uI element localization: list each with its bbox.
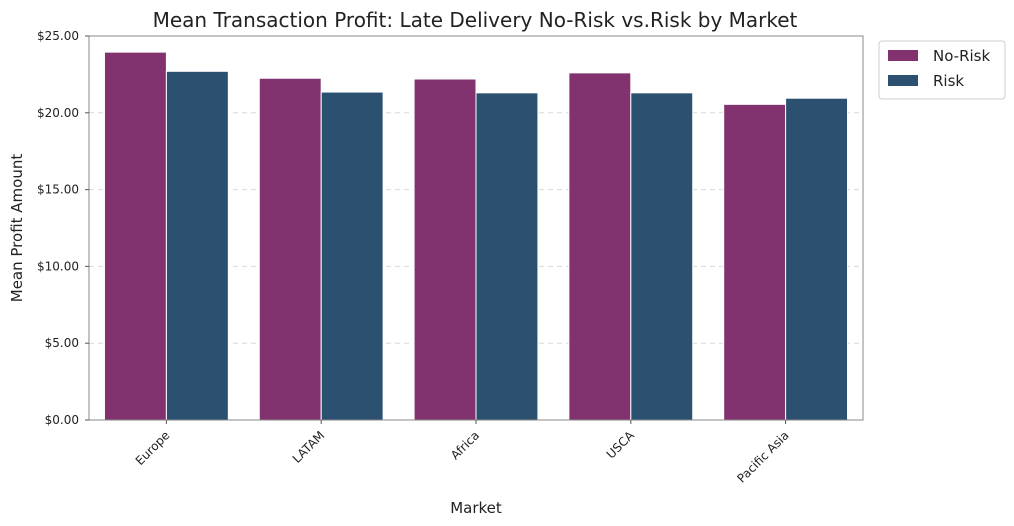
x-tick-label: USCA [604, 428, 638, 462]
x-axis-label: Market [450, 499, 502, 517]
bar-risk-pacific-asia [785, 97, 849, 421]
legend-label: Risk [933, 72, 964, 90]
legend-swatch [888, 75, 918, 86]
y-tick-label: $25.00 [37, 29, 79, 43]
x-tick-label: Pacific Asia [734, 428, 791, 485]
x-axis-ticks: Europe LATAM Africa USCA Pacific Asia [133, 420, 792, 486]
bar-risk-europe [165, 70, 229, 421]
y-tick-label: $15.00 [37, 183, 79, 197]
y-tick-label: $5.00 [45, 336, 79, 350]
y-axis-ticks: $0.00 $5.00 $10.00 $15.00 $20.00 $25.00 [37, 29, 89, 427]
x-tick-label: LATAM [290, 428, 328, 466]
x-tick-label: Africa [448, 428, 482, 462]
legend: No-Risk Risk [878, 40, 1006, 100]
x-tick-label: Europe [133, 428, 173, 468]
bar-risk-latam [320, 91, 384, 421]
bar-no-risk-africa [413, 78, 477, 421]
bar-risk-usca [630, 92, 694, 421]
bars [103, 51, 849, 421]
legend-swatch [888, 50, 918, 61]
bar-no-risk-usca [568, 72, 632, 421]
chart-title: Mean Transaction Profit: Late Delivery N… [153, 8, 798, 32]
legend-label: No-Risk [933, 47, 990, 65]
bar-risk-africa [475, 92, 539, 421]
y-tick-label: $20.00 [37, 106, 79, 120]
bar-no-risk-latam [258, 77, 322, 421]
bar-no-risk-europe [103, 51, 167, 421]
bar-no-risk-pacific-asia [723, 103, 787, 421]
y-axis-label: Mean Profit Amount [8, 154, 26, 303]
y-tick-label: $10.00 [37, 259, 79, 273]
y-tick-label: $0.00 [45, 413, 79, 427]
